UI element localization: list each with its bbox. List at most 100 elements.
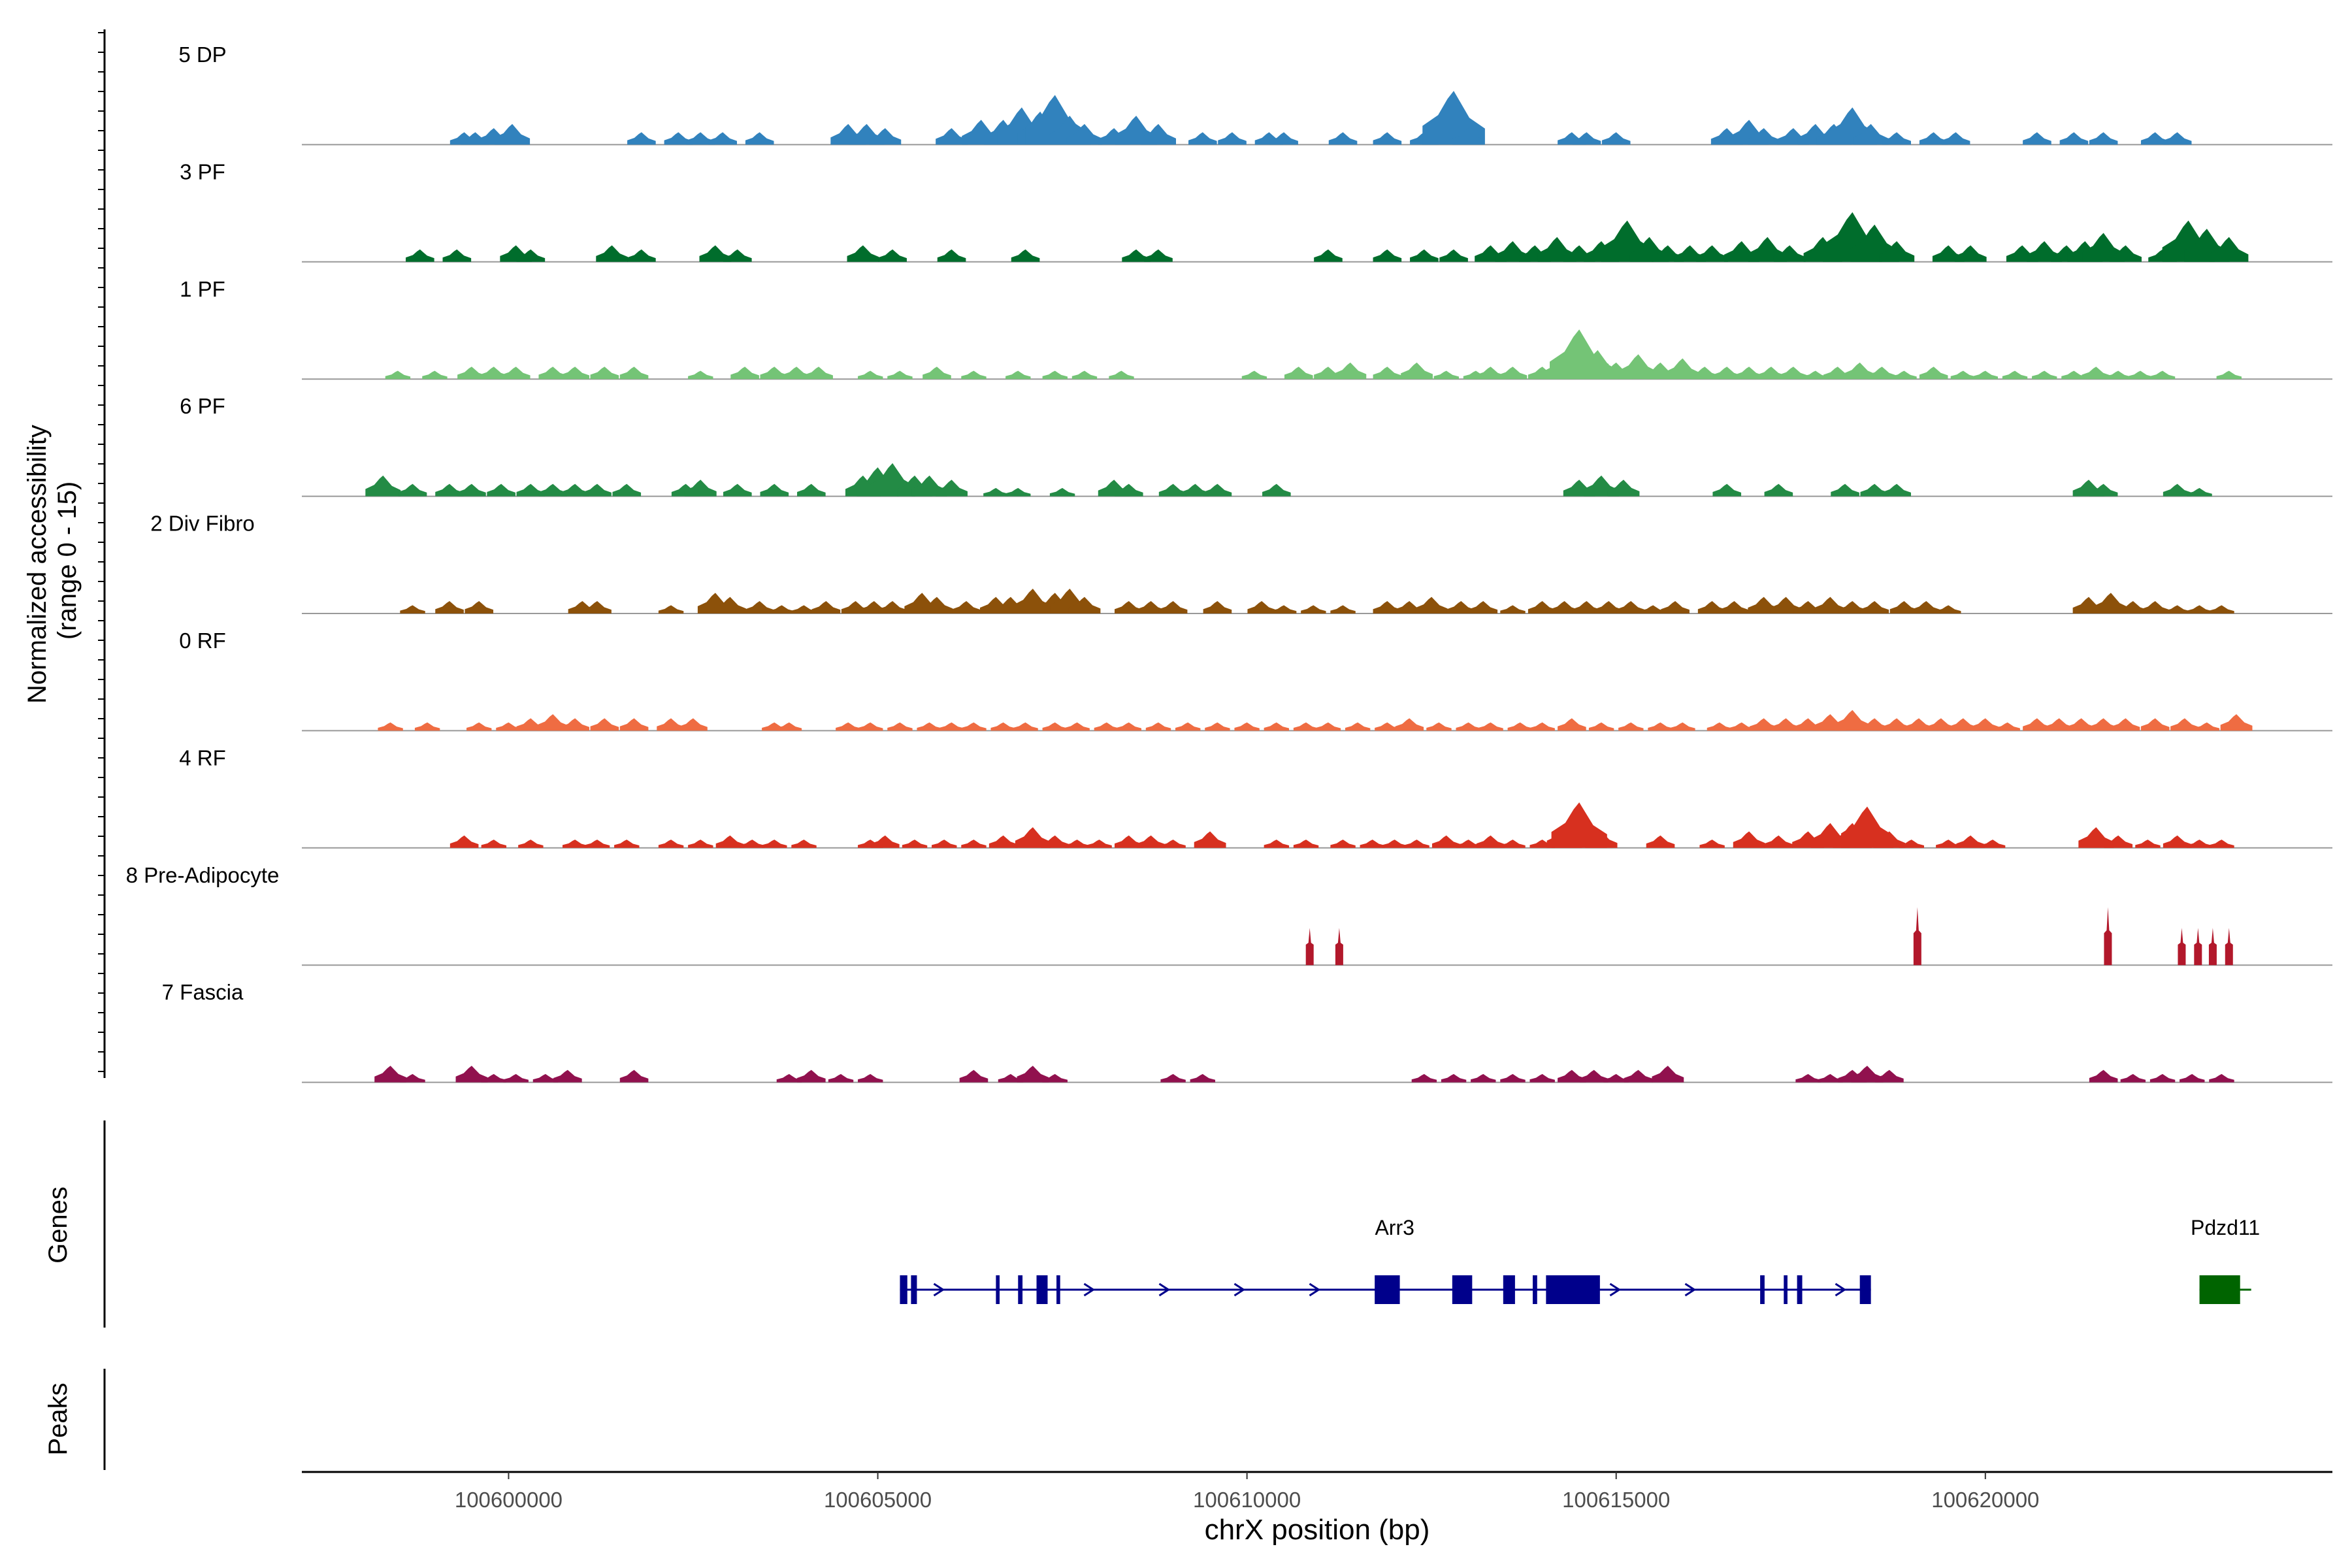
peak: [959, 1070, 988, 1083]
peak: [1707, 722, 1733, 731]
peak: [782, 367, 811, 380]
peak: [553, 1070, 582, 1083]
peak: [2127, 370, 2153, 380]
peak: [414, 722, 440, 731]
peak: [385, 370, 411, 380]
exon: [1503, 1275, 1515, 1304]
peak: [762, 840, 787, 848]
peak: [858, 722, 883, 731]
peak: [1456, 722, 1481, 731]
peak: [1601, 132, 1631, 145]
peak: [2187, 487, 2212, 497]
peak: [1779, 367, 1808, 380]
y-axis-label-line-1: Normalized accessibility: [23, 425, 52, 704]
peak: [961, 840, 987, 848]
peak: [501, 367, 531, 380]
peak: [1011, 249, 1040, 262]
peak: [365, 475, 401, 497]
peak: [2135, 840, 2161, 848]
x-axis-ticks: 100600000 100605000 100610000 100615000 1006…: [455, 1472, 2039, 1512]
peak: [2187, 840, 2212, 848]
peak: [887, 370, 913, 380]
peak: [1899, 840, 1924, 848]
peak: [516, 249, 546, 262]
peak: [2163, 132, 2192, 145]
peak: [590, 367, 619, 380]
exon: [996, 1275, 1000, 1304]
peak: [496, 722, 521, 731]
peak: [1144, 249, 1173, 262]
peak: [1729, 722, 1755, 731]
x-tick-label: 100600000: [455, 1488, 563, 1512]
peak: [1873, 831, 1906, 848]
track-label: 4 RF: [179, 745, 226, 770]
peak: [627, 132, 656, 145]
peak: [932, 840, 957, 848]
peak: [1330, 840, 1356, 848]
peak: [878, 249, 907, 262]
peak: [1641, 605, 1666, 613]
peak: [1696, 245, 1729, 262]
peak: [1401, 362, 1433, 380]
peak: [1476, 367, 1505, 380]
peak: [2140, 132, 2170, 145]
peak: [2111, 718, 2140, 731]
peak: [1109, 370, 1134, 380]
peak: [1264, 840, 1290, 848]
exon: [1546, 1275, 1600, 1304]
peak: [730, 367, 759, 380]
peak: [2059, 132, 2089, 145]
peak: [961, 370, 987, 380]
gene-label: Pdzd11: [2191, 1216, 2260, 1239]
peak: [1550, 601, 1579, 613]
peak: [811, 601, 841, 613]
peak: [1115, 601, 1143, 613]
exon: [1859, 1275, 1871, 1304]
peak: [1616, 601, 1646, 613]
peak: [1284, 367, 1313, 380]
peak: [1446, 601, 1476, 613]
peak: [1882, 132, 1911, 145]
peak: [1588, 722, 1614, 731]
peak: [791, 605, 817, 613]
peak: [2140, 601, 2170, 613]
peak: [937, 249, 966, 262]
peak: [1042, 722, 1068, 731]
peak: [518, 840, 544, 848]
peak: [1913, 907, 1921, 966]
track-label: 5 DP: [178, 42, 226, 67]
peak: [2082, 367, 2111, 380]
peak: [1665, 358, 1701, 380]
peak: [990, 722, 1016, 731]
peak: [619, 718, 649, 731]
peak: [2208, 928, 2217, 966]
peak: [688, 840, 713, 848]
peak: [2209, 605, 2234, 613]
peak: [2104, 835, 2133, 848]
peak: [1471, 1073, 1496, 1083]
peak: [1735, 367, 1763, 380]
strand-arrow: [1684, 1282, 1697, 1297]
peak: [828, 1073, 854, 1083]
peak: [1558, 718, 1586, 731]
peak: [1328, 132, 1358, 145]
peak: [1500, 605, 1526, 613]
peak: [2089, 1070, 2118, 1083]
peak: [561, 367, 589, 380]
peaks-track-label: Peaks: [44, 1382, 73, 1455]
peak: [1375, 722, 1400, 731]
peak: [1382, 840, 1407, 848]
track-label: 0 RF: [179, 629, 226, 653]
peak: [1305, 928, 1314, 966]
peak: [532, 1073, 559, 1083]
peak: [1334, 362, 1367, 380]
peak: [1529, 1073, 1555, 1083]
peak: [936, 480, 968, 497]
peak: [1712, 367, 1742, 380]
peak: [1373, 601, 1402, 613]
peak: [584, 840, 610, 848]
peak: [583, 483, 612, 497]
peak: [917, 722, 942, 731]
peak: [1431, 835, 1461, 848]
peak: [2089, 718, 2118, 731]
